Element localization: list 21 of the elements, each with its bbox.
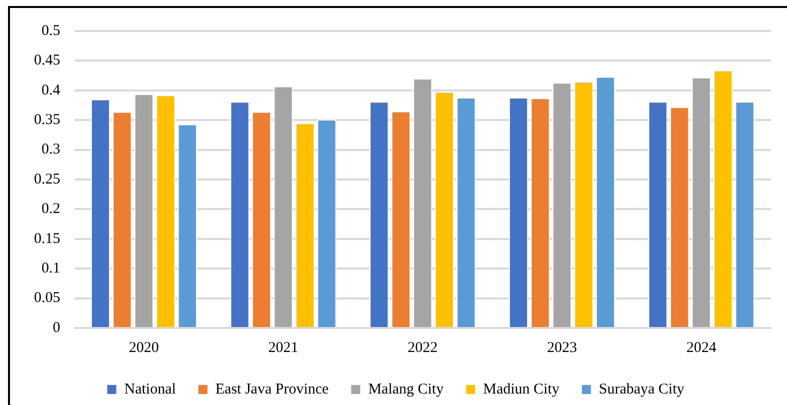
x-tick-label: 2022	[408, 340, 438, 356]
legend-label: Madiun City	[483, 381, 560, 398]
y-tick-label: 0	[52, 320, 60, 336]
y-tick-label: 0.2	[42, 201, 60, 218]
y-tick-label: 0.45	[34, 52, 60, 69]
y-tick-label: 0.25	[34, 171, 60, 188]
y-tick-label: 0.5	[42, 22, 60, 39]
y-tick-label: 0.15	[34, 230, 60, 247]
y-tick-label: 0.4	[42, 82, 61, 98]
y-tick-label: 0.1	[42, 260, 60, 277]
x-tick-label: 2023	[546, 340, 577, 356]
x-tick-label: 2021	[268, 340, 298, 356]
y-tick-label: 0.3	[42, 142, 60, 158]
y-tick-label: 0.05	[34, 290, 60, 306]
legend-label: National	[124, 381, 176, 398]
y-tick-label: 0.35	[34, 112, 60, 128]
legend-label: East Java Province	[215, 381, 330, 398]
x-tick-label: 2024	[686, 340, 717, 356]
x-tick-label: 2020	[128, 340, 159, 356]
legend-label: Surabaya City	[598, 381, 685, 398]
legend-label: Malang City	[368, 381, 444, 398]
